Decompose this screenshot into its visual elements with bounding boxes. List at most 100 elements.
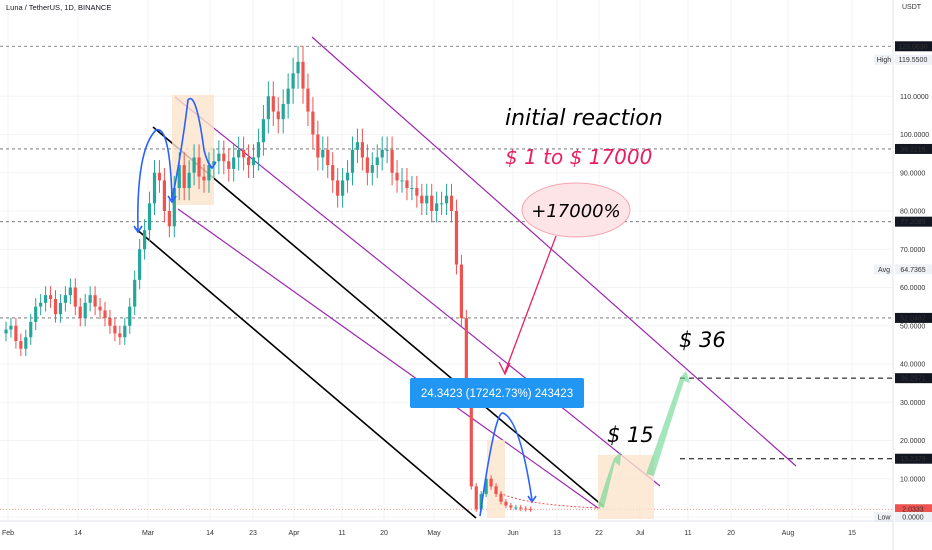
measure-tooltip[interactable]: 24.3423 (17242.73%) 243423: [410, 378, 584, 408]
black-channel-line[interactable]: [134, 227, 477, 519]
candle-body: [182, 165, 186, 189]
candle-body: [444, 195, 449, 204]
price-label-box: [895, 54, 932, 65]
price-tick-label: 90.0000: [900, 170, 925, 177]
candle-body: [509, 505, 513, 508]
arrow-head-icon: [498, 361, 511, 376]
candle-body: [459, 264, 463, 319]
candle-body: [365, 157, 369, 173]
candle-body: [9, 325, 13, 330]
candle-body: [251, 157, 256, 166]
candle-body: [529, 508, 533, 510]
candle-body: [207, 165, 211, 181]
candle-body: [276, 111, 280, 120]
candle-body: [301, 61, 305, 89]
time-tick-label: Apr: [289, 530, 301, 537]
price-label-box: [895, 143, 932, 154]
candle-body: [499, 494, 503, 502]
time-tick-label: 23: [249, 530, 257, 537]
price-label-box: [895, 512, 932, 522]
candle-body: [58, 302, 63, 315]
candle-body: [341, 180, 345, 196]
price-tick-label: 50.0000: [900, 323, 925, 330]
candle-body: [118, 333, 122, 338]
candle-body: [44, 295, 48, 303]
blue-arc-drawing[interactable]: [479, 412, 533, 517]
candle-body: [103, 310, 107, 319]
candle-body: [202, 176, 206, 181]
candle-body: [420, 195, 424, 204]
price-label-box: [895, 312, 932, 323]
drawing-annotations[interactable]: [133, 97, 690, 517]
target-36-arrow[interactable]: [646, 371, 690, 476]
symbol-title: Luna / TetherUS, 1D, BINANCE: [6, 3, 111, 12]
candle-body: [83, 302, 87, 319]
price-label-value: 77.2089: [900, 219, 925, 226]
candle-body: [34, 306, 38, 322]
candle-body: [380, 149, 384, 158]
candle-body: [440, 203, 444, 205]
price-levels: [0, 45, 893, 510]
candle-body: [291, 73, 295, 89]
candle-body: [331, 165, 335, 181]
price-label-tag-box: [874, 54, 894, 65]
candle-body: [489, 478, 493, 487]
purple-channel-line[interactable]: [177, 208, 599, 509]
candle-body: [316, 134, 320, 158]
candle-body: [519, 507, 523, 509]
candlestick-series: [4, 45, 533, 512]
candle-body: [78, 306, 82, 319]
percent-bubble-shape: [521, 182, 631, 238]
candle-body: [321, 149, 325, 158]
candle-body: [395, 172, 399, 181]
grid-lines: [0, 0, 893, 521]
percent-text: +17000%: [531, 201, 620, 222]
arrow-head-icon: [167, 195, 177, 204]
price-tick-label: 30.0000: [900, 400, 925, 407]
time-tick-label: 20: [380, 530, 388, 537]
purple-channel-line[interactable]: [174, 96, 661, 487]
candle-body: [19, 341, 23, 349]
price-label-value: 2.0333: [902, 507, 924, 514]
candle-body: [113, 325, 117, 334]
candle-body: [266, 96, 270, 120]
percent-bubble[interactable]: +17000%: [521, 182, 631, 238]
price-label-box: [895, 373, 932, 384]
time-tick-label: 13: [553, 530, 561, 537]
candle-body: [469, 394, 473, 487]
candle-body: [152, 172, 157, 204]
time-tick-label: 11: [684, 530, 691, 537]
pink-arrow-line: [504, 235, 557, 373]
price-tick-label: 20.0000: [900, 438, 925, 445]
candle-body: [454, 211, 459, 265]
target-15-arrow[interactable]: [598, 452, 621, 508]
price-tick-label: 40.0000: [900, 362, 925, 369]
trend-channels[interactable]: [134, 36, 797, 519]
price-tick-label: 10.0000: [900, 476, 925, 483]
candle-body: [237, 149, 241, 158]
purple-channel-line[interactable]: [311, 36, 797, 467]
blue-arc-drawing[interactable]: [137, 129, 173, 233]
candle-body: [484, 478, 488, 495]
price-label-box: [895, 216, 932, 227]
candle-body: [143, 230, 147, 250]
price-axis-labels: 123.0630 High 119.5500 96.2216 77.2089 Avg 64.…: [874, 41, 932, 522]
candle-body: [68, 287, 72, 296]
candle-body: [222, 153, 226, 162]
currency-label: USDT: [902, 4, 922, 11]
blue-arc-drawing[interactable]: [171, 97, 213, 201]
price-label-tag-box: [874, 512, 894, 522]
candle-body: [29, 321, 33, 338]
candle-body: [197, 157, 201, 177]
candle-body: [172, 188, 176, 227]
target-15-text: $ 15: [607, 423, 654, 447]
candle-body: [157, 172, 162, 181]
black-channel-line[interactable]: [152, 126, 604, 507]
price-tick-label: 110.0000: [900, 94, 929, 101]
candle-body: [232, 157, 236, 169]
time-tick-label: Jun: [507, 530, 518, 537]
time-tick-label: Feb: [2, 530, 14, 537]
candle-body: [435, 203, 439, 211]
candle-body: [53, 298, 58, 315]
